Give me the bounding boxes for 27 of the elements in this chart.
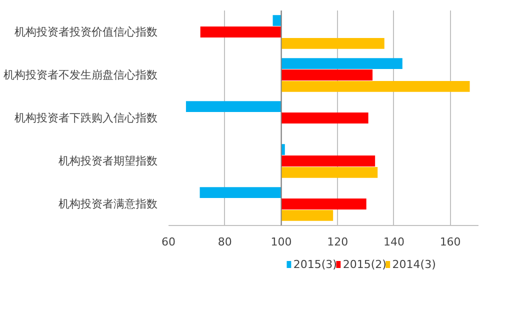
bar xyxy=(200,26,282,38)
x-tick-label: 140 xyxy=(383,236,404,248)
y-tick-label: 机构投资者满意指数 xyxy=(58,198,158,210)
bar xyxy=(281,156,376,166)
x-tick-label: 160 xyxy=(440,236,461,248)
bar xyxy=(281,58,402,69)
y-tick-label: 机构投资者期望指数 xyxy=(58,154,158,168)
bar xyxy=(281,81,470,92)
bar xyxy=(200,187,282,198)
legend-label: 2014(3) xyxy=(392,258,436,271)
x-tick-label: 60 xyxy=(162,236,176,248)
y-tick-label: 机构投资者下跌购入信心指数 xyxy=(14,112,158,124)
y-tick-label: 机构投资者投资价值信心指数 xyxy=(14,26,158,38)
bar xyxy=(272,15,282,26)
legend-label: 2015(3) xyxy=(293,258,337,271)
x-tick-label: 120 xyxy=(327,236,348,248)
bar xyxy=(281,38,384,49)
bar xyxy=(281,210,334,221)
bar xyxy=(281,198,366,210)
bar xyxy=(186,101,282,112)
legend-label: 2015(2) xyxy=(342,258,386,271)
y-tick-label: 机构投资者不发生崩盘信心指数 xyxy=(4,68,158,82)
x-tick-label: 100 xyxy=(270,236,292,248)
x-tick-label: 80 xyxy=(218,236,232,248)
bar xyxy=(281,112,368,124)
bar xyxy=(281,70,373,80)
bar xyxy=(281,167,378,178)
